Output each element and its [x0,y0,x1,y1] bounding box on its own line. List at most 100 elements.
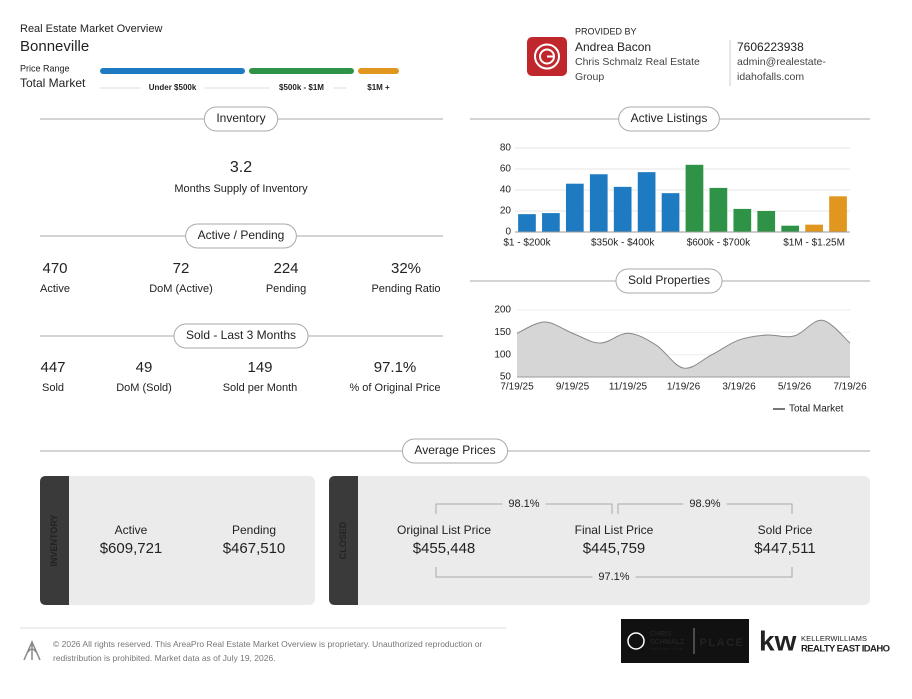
y-tick-label: 150 [494,327,511,338]
section-title: Average Prices [414,443,495,457]
price-value: $609,721 [100,540,163,557]
section-pill [401,438,509,464]
market: Total Market [20,76,86,90]
price-value: $455,448 [413,540,476,557]
panel-strip [329,476,358,605]
price-label: Active [115,523,148,537]
area [517,320,850,377]
price-band [358,68,399,74]
bar [733,208,752,232]
x-tick-label: $1M - $1.25M [783,238,845,249]
y-tick-label: 80 [500,143,512,154]
agent-phone: 7606223938 [737,40,804,54]
ratio-label: 98.9% [689,498,720,510]
agent-name: Andrea Bacon [575,40,651,54]
footer-icon [23,640,41,661]
y-tick-label: 20 [500,206,512,217]
x-tick-label: $600k - $700k [687,238,751,249]
y-tick-label: 50 [500,372,512,383]
agent-email-box: admin@realestate-idahofalls.com [737,56,826,84]
section-pill [618,106,720,132]
x-tick-label: 9/19/25 [556,382,590,393]
bar [709,187,728,232]
report-title: Real Estate Market Overview [20,23,162,35]
legend-label: Total Market [789,404,844,415]
stat-label: Sold per Month [223,382,298,394]
section-title: Inventory [216,111,265,125]
bar [685,164,704,232]
stat-value: 72 [173,260,190,277]
brand-text: CHRIS [650,631,672,638]
agent-company-box: Chris Schmalz Real Estate Group [575,56,700,83]
kw-name: KELLERWILLIAMS [801,634,867,643]
stat-value: 470 [42,260,67,277]
band-label-bg [140,82,205,94]
price-value: $445,759 [583,540,646,557]
panel [329,476,870,605]
stat-label: DoM (Sold) [116,382,172,394]
price-band-label: $1M + [367,83,390,92]
inventory-value: 3.2 [230,159,252,176]
y-tick-label: 0 [505,227,511,238]
band-label-bg [346,82,411,94]
price-band [100,68,245,74]
kw-logo: kw [759,625,797,656]
copyright-box: © 2026 All rights reserved. This AreaPro… [53,639,482,663]
brand-mark [627,632,645,650]
y-tick-label: 60 [500,164,512,175]
stat-label: Pending Ratio [371,283,440,295]
x-tick-label: 7/19/26 [833,382,867,393]
bar [829,196,847,232]
stat-label: Active [40,283,70,295]
panel-strip [40,476,69,605]
stat-label: DoM (Active) [149,283,213,295]
ratio-label-bg [592,570,636,584]
provided-by: PROVIDED BY [575,26,637,36]
bar [757,211,776,232]
ratio-label-bg [502,497,546,511]
stat-value: 97.1% [374,359,417,376]
agent-email: admin@realestate-idahofalls.com [737,56,826,84]
x-tick-label: $350k - $400k [591,238,655,249]
bar [661,193,680,232]
brand-logo [621,619,749,663]
stat-value: 32% [391,260,421,277]
stat-label: Sold [42,382,64,394]
inventory-label: Months Supply of Inventory [174,183,308,195]
section-pill [203,106,279,132]
section-title: Active Listings [631,111,708,125]
price-value: $467,510 [223,540,286,557]
stat-label: % of Original Price [349,382,440,394]
section-title: Active / Pending [198,228,285,242]
y-tick-label: 200 [494,305,511,316]
section-title: Sold - Last 3 Months [186,328,296,342]
stat-label: Pending [266,283,306,295]
ratio-label-bg [683,497,727,511]
stat-value: 49 [136,359,153,376]
bar [781,225,800,232]
ratio-label: 98.1% [508,498,539,510]
bar [613,186,632,232]
x-tick-label: 11/19/25 [609,382,648,393]
bar [805,224,823,232]
bar [637,172,656,232]
panel-label: INVENTORY [49,514,59,566]
band-label-bg [269,82,334,94]
stat-value: 447 [40,359,65,376]
section-pill [173,323,309,349]
bar [542,213,560,232]
panel [40,476,315,605]
location: Bonneville [20,38,89,55]
price-band-label: Under $500k [149,83,197,92]
price-band [249,68,354,74]
x-tick-label: 3/19/26 [722,382,756,393]
y-tick-label: 100 [494,349,511,360]
price-label: Sold Price [758,523,813,537]
price-range-label: Price Range [20,63,70,73]
bar [565,183,584,232]
stat-value: 224 [273,260,298,277]
y-tick-label: 40 [500,185,512,196]
price-label: Pending [232,523,276,537]
